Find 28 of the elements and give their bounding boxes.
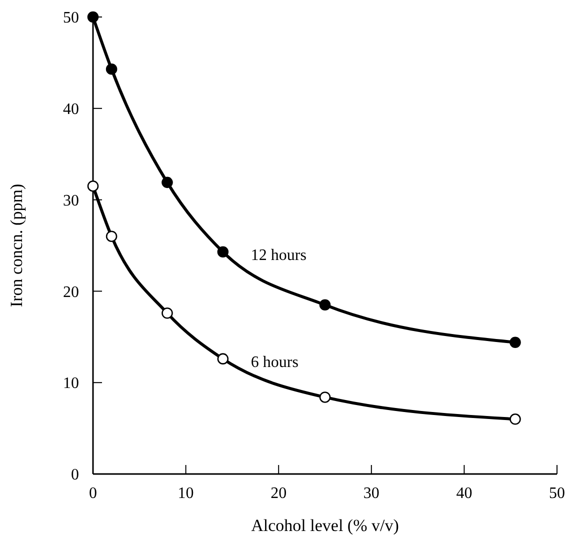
point	[87, 180, 99, 192]
point	[510, 336, 521, 348]
x-tick-label: 40	[456, 485, 472, 502]
x-tick-label: 0	[89, 485, 97, 502]
point	[106, 230, 118, 242]
point	[106, 63, 118, 75]
y-axis-title: Iron concn. (ppm)	[7, 184, 26, 308]
point	[87, 11, 99, 23]
y-tick-label: 30	[63, 192, 79, 210]
x-axis-title: Alcohol level (% v/v)	[251, 516, 399, 535]
y-tick-label: 20	[63, 284, 79, 301]
point	[162, 307, 173, 319]
x-tick-label: 50	[549, 485, 565, 502]
y-tick-label: 50	[63, 10, 79, 27]
point	[510, 414, 521, 425]
x-tick-label: 20	[270, 485, 287, 502]
point	[162, 176, 173, 188]
point	[319, 392, 331, 403]
series-label: 12 hours	[250, 246, 306, 264]
y-tick-label: 0	[71, 466, 79, 484]
point	[217, 246, 229, 258]
series-label: 6 hours	[250, 354, 298, 371]
x-tick-label: 10	[178, 485, 194, 502]
point	[319, 299, 331, 311]
y-tick-label: 40	[63, 101, 79, 118]
point	[217, 353, 229, 364]
x-tick-label: 30	[363, 485, 380, 502]
y-tick-label: 10	[63, 375, 79, 392]
